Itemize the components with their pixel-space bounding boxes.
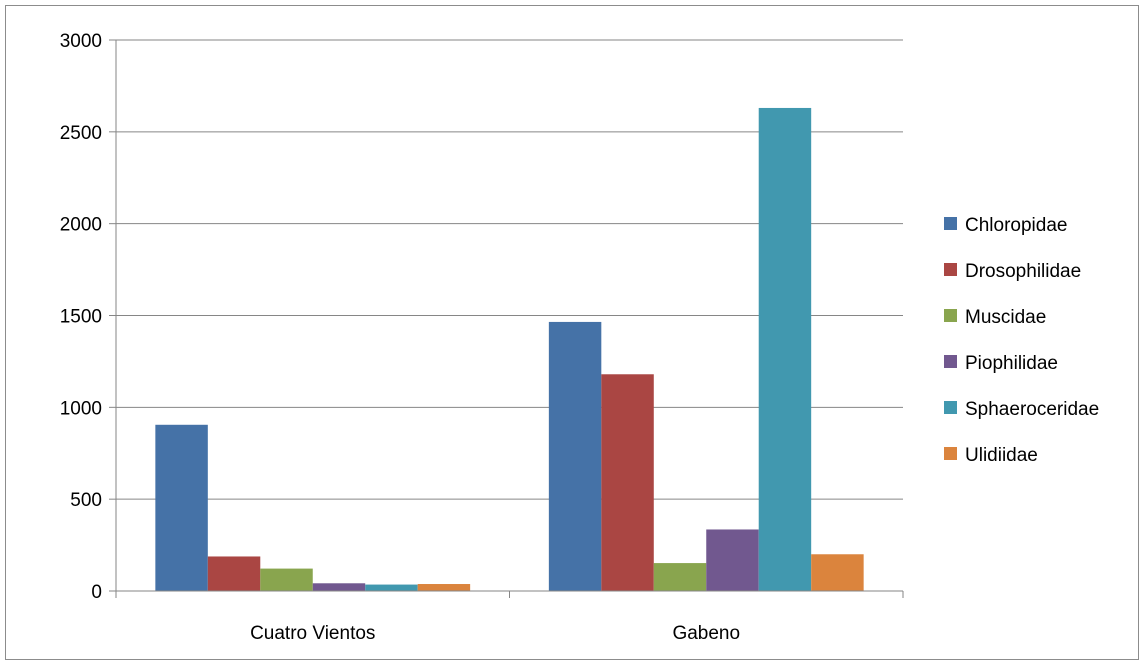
bar-drosophilidae-cuatro-vientos [207, 556, 261, 591]
axes [109, 39, 904, 598]
bar-piophilidae-cuatro-vientos [312, 583, 366, 591]
bar-chloropidae-cuatro-vientos [155, 424, 208, 591]
bar-piophilidae-gabeno [706, 529, 759, 591]
bar-ulidiidae-gabeno [811, 554, 864, 591]
bar-drosophilidae-gabeno [601, 374, 654, 591]
bar-sphaeroceridae-cuatro-vientos [365, 584, 418, 591]
legend-swatch [944, 309, 957, 322]
y-tick-label: 3000 [60, 31, 102, 52]
legend-label: Sphaeroceridae [965, 399, 1099, 420]
bar-muscidae-gabeno [653, 563, 707, 591]
y-tick-labels: 0 500 1000 1500 2000 2500 3000 [60, 31, 102, 603]
bar-muscidae-cuatro-vientos [260, 568, 313, 591]
y-tick-label: 1500 [60, 307, 102, 328]
legend-label: Piophilidae [965, 353, 1058, 374]
legend-swatch [944, 401, 957, 414]
legend-label: Chloropidae [965, 215, 1067, 236]
x-tick-label: Gabeno [672, 623, 740, 644]
legend-swatch [944, 355, 957, 368]
bar-ulidiidae-cuatro-vientos [417, 584, 471, 591]
y-tick-label: 1000 [60, 398, 102, 419]
bars [155, 107, 864, 591]
legend-swatch [944, 447, 957, 460]
bar-sphaeroceridae-gabeno [758, 107, 812, 591]
y-tick-label: 2500 [60, 123, 102, 144]
y-tick-label: 2000 [60, 215, 102, 236]
x-tick-label: Cuatro Vientos [250, 623, 375, 644]
legend-label: Ulidiidae [965, 445, 1038, 466]
legend-swatch [944, 217, 957, 230]
bar-chloropidae-gabeno [548, 321, 602, 591]
x-tick-labels: Cuatro Vientos Gabeno [250, 623, 740, 644]
y-tick-label: 0 [91, 582, 102, 603]
legend: Chloropidae Drosophilidae Muscidae Piophili… [944, 215, 1099, 466]
legend-swatch [944, 263, 957, 276]
legend-label: Drosophilidae [965, 261, 1081, 282]
legend-label: Muscidae [965, 307, 1046, 328]
y-tick-label: 500 [70, 490, 102, 511]
